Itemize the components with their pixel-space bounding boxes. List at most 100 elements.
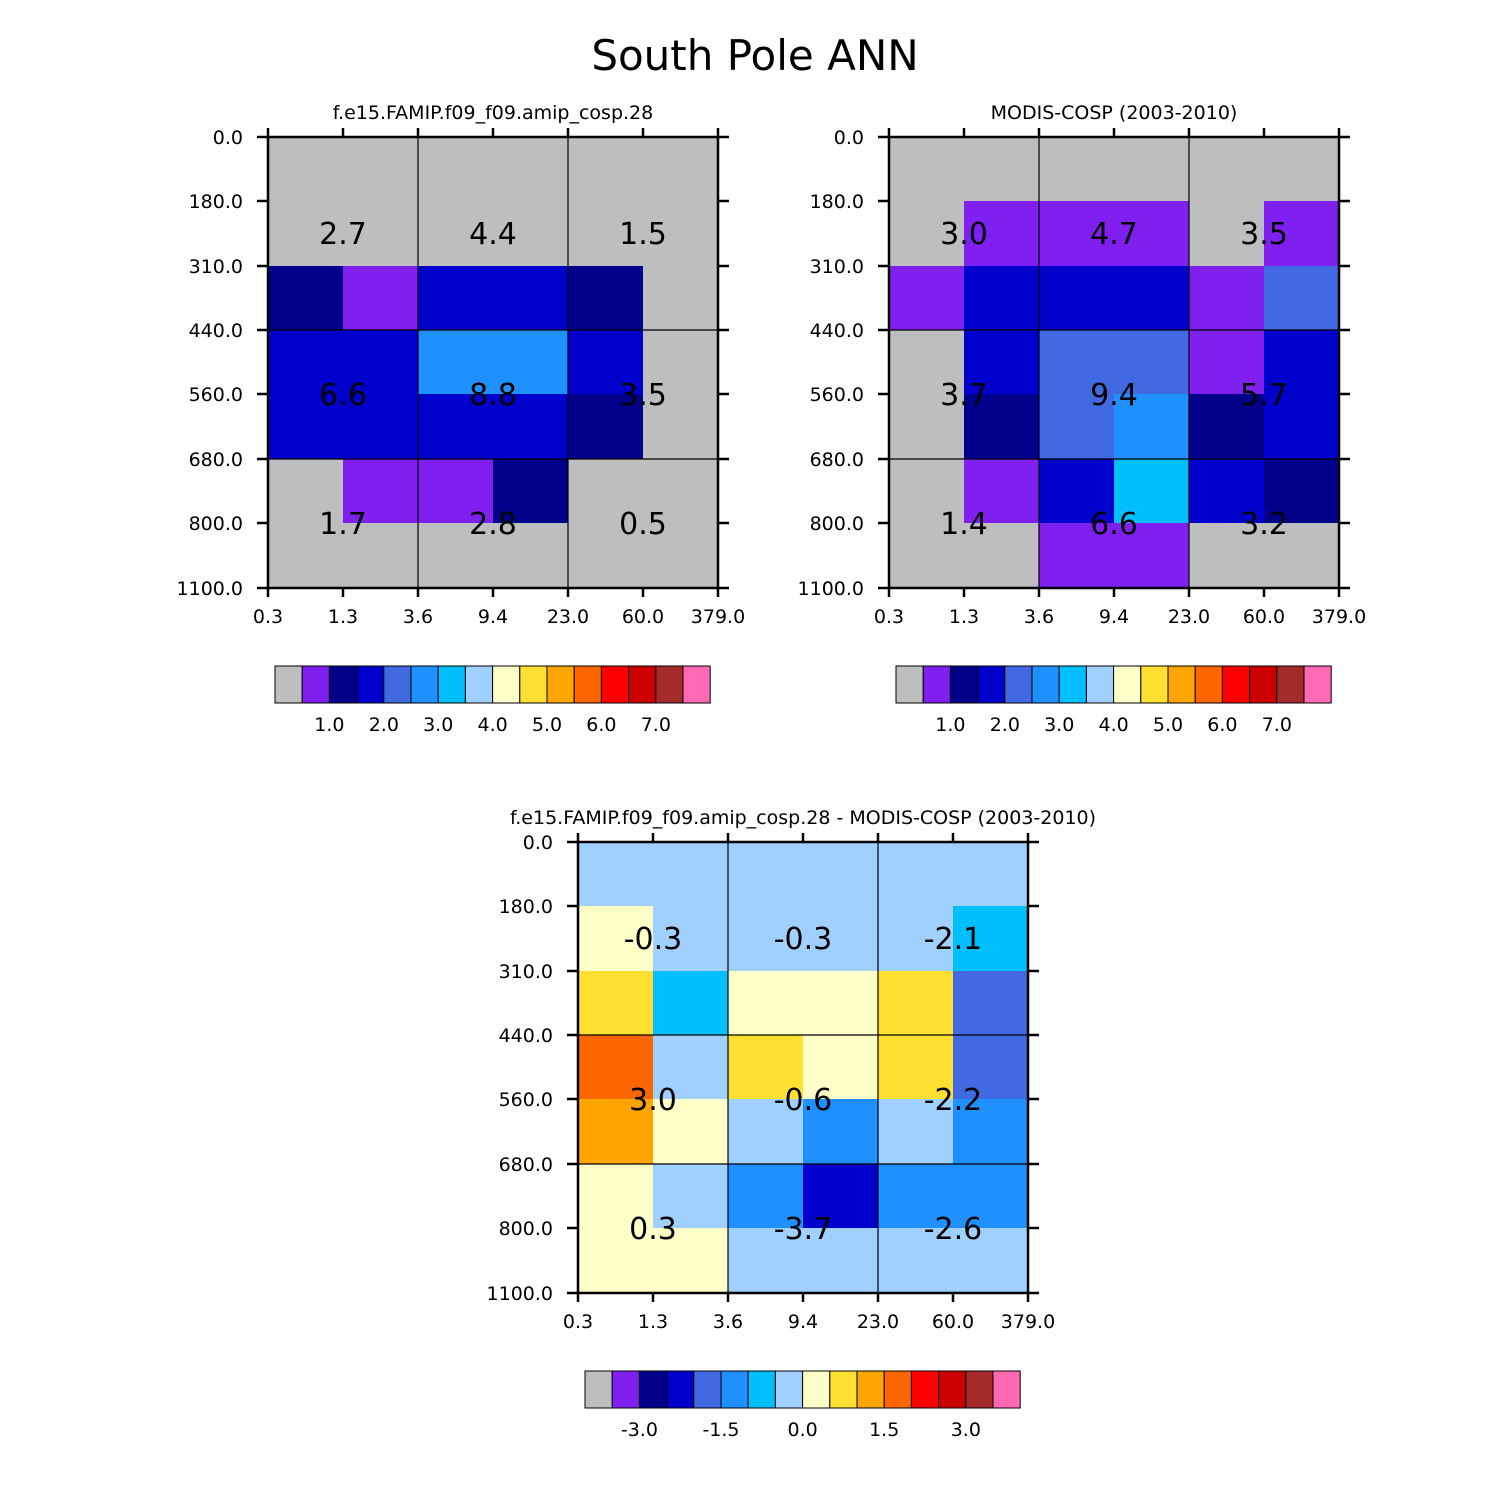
box-value-label: 2.7: [319, 217, 367, 252]
x-tick-label: 3.6: [403, 606, 433, 628]
box-value-label: -0.3: [624, 922, 683, 957]
y-tick-label: 180.0: [499, 896, 553, 918]
heatmap-cell: [578, 1164, 654, 1229]
colorbar-box: [1249, 665, 1278, 704]
y-tick-label: 0.0: [523, 832, 553, 854]
heatmap-cell: [493, 137, 569, 202]
box-value-label: -3.7: [774, 1212, 833, 1247]
x-tick-label: 0.3: [563, 1311, 593, 1333]
heatmap-cell: [653, 906, 729, 972]
colorbar-box: [747, 1370, 776, 1409]
colorbar-box: [628, 665, 657, 704]
colorbar-box: [965, 1370, 994, 1409]
x-tick-label: 9.4: [478, 606, 508, 628]
colorbar-box: [437, 665, 466, 704]
heatmap-cell: [643, 201, 719, 267]
y-tick-label: 440.0: [810, 320, 864, 342]
colorbar-box: [584, 1370, 613, 1409]
heatmap-cell: [653, 1099, 729, 1165]
x-tick-label: 379.0: [1001, 1311, 1055, 1333]
box-value-label: 9.4: [1090, 378, 1138, 413]
heatmap-cell: [643, 459, 719, 524]
heatmap-cell: [268, 201, 344, 267]
colorbar-box: [519, 665, 548, 704]
heatmap-cell: [1114, 330, 1190, 395]
colorbar-box: [666, 1370, 695, 1409]
y-tick-label: 680.0: [189, 449, 243, 471]
colorbar-label: 0.0: [787, 1419, 817, 1441]
figure-title: South Pole ANN: [591, 31, 918, 80]
heatmap-cell: [1189, 523, 1265, 589]
y-tick-label: 0.0: [213, 127, 243, 149]
colorbar-box: [883, 1370, 912, 1409]
colorbar-box: [1031, 665, 1060, 704]
heatmap-cell: [964, 330, 1040, 395]
heatmap-cell: [953, 1035, 1029, 1100]
box-value-label: 3.5: [1240, 217, 1288, 252]
heatmap-cell: [268, 394, 344, 460]
heatmap-cell: [889, 523, 965, 589]
colorbar-label: -1.5: [702, 1419, 739, 1441]
colorbar-box: [1004, 665, 1033, 704]
x-tick-label: 1.3: [949, 606, 979, 628]
x-tick-label: 3.6: [1024, 606, 1054, 628]
x-tick-label: 0.3: [874, 606, 904, 628]
heatmap-cell: [1114, 266, 1190, 331]
box-value-label: 3.2: [1240, 507, 1288, 542]
colorbar-box: [600, 665, 630, 704]
heatmap-cell: [953, 1164, 1029, 1229]
heatmap-cell: [343, 330, 419, 395]
colorbar-label: 4.0: [477, 714, 507, 736]
box-value-label: -0.3: [774, 922, 833, 957]
x-tick-label: 23.0: [1168, 606, 1210, 628]
heatmap-cell: [1264, 330, 1340, 395]
box-value-label: -2.6: [924, 1212, 983, 1247]
heatmap-cell: [1039, 330, 1115, 395]
heatmap-cell: [878, 1164, 954, 1229]
box-value-label: 4.4: [469, 217, 517, 252]
box-value-label: 5.7: [1240, 378, 1288, 413]
heatmap-cell: [568, 201, 644, 267]
colorbar-box: [1303, 665, 1332, 704]
heatmap-cell: [1114, 394, 1190, 460]
heatmap-cell: [568, 523, 644, 589]
box-value-label: 1.5: [619, 217, 667, 252]
heatmap-cell: [268, 523, 344, 589]
heatmap-cell: [578, 1035, 654, 1100]
heatmap-panel-1: f.e15.FAMIP.f09_f09.amip_cosp.28 0.3 1.3 3.…: [177, 102, 746, 736]
y-tick-label: 310.0: [499, 961, 553, 983]
colorbar-box: [1058, 665, 1087, 704]
y-tick-label: 560.0: [189, 384, 243, 406]
heatmap-cell: [728, 1035, 804, 1100]
colorbar-label: 7.0: [641, 714, 671, 736]
y-tick-label: 180.0: [189, 191, 243, 213]
colorbar-box: [774, 1370, 804, 1409]
heatmap-cell: [268, 459, 344, 524]
heatmap-cell: [493, 266, 569, 331]
heatmap-cell: [878, 1228, 954, 1294]
box-value-label: 6.6: [1090, 507, 1138, 542]
y-tick-label: 680.0: [499, 1154, 553, 1176]
box-value-label: 3.5: [619, 378, 667, 413]
colorbar-box: [573, 665, 602, 704]
colorbar-box: [274, 665, 303, 704]
heatmap-cell: [1264, 201, 1340, 267]
heatmap-cell: [578, 842, 654, 907]
colorbar-box: [328, 665, 358, 704]
colorbar-label: 3.0: [1044, 714, 1074, 736]
heatmap-cell: [268, 137, 344, 202]
heatmap-cell: [728, 1228, 804, 1294]
x-tick-label: 9.4: [1099, 606, 1129, 628]
colorbar-box: [949, 665, 979, 704]
heatmap-cell: [964, 459, 1040, 524]
heatmap-cell: [493, 459, 569, 524]
heatmap-cell: [964, 137, 1040, 202]
colorbar: 1.0 2.0 3.0 4.0 5.0 6.0 7.0: [274, 665, 711, 736]
heatmap-cell: [1189, 459, 1265, 524]
box-value-label: -2.1: [924, 922, 983, 957]
heatmap-cell: [568, 394, 644, 460]
heatmap-cell: [889, 266, 965, 331]
y-tick-label: 1100.0: [487, 1283, 553, 1305]
colorbar-box: [410, 665, 439, 704]
y-tick-label: 310.0: [189, 256, 243, 278]
